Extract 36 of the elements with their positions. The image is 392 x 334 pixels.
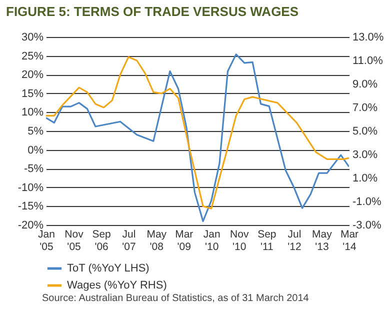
y-tick-label: -5% [24,163,44,176]
y-tick-label: -10% [18,182,44,194]
y2-tick-label: 1.0% [352,172,378,184]
y-tick-label: 10% [21,106,44,119]
y2-tick-label: 7.0% [352,102,378,114]
x-tick-label: Sep '11 [258,228,276,253]
x-tick-label: Mar '09 [175,228,194,253]
y-tick-label: 15% [21,88,44,100]
x-tick-label: Sep '06 [92,228,112,253]
y-tick-label: 20% [21,69,44,82]
x-tick-label: Jul '07 [122,228,136,253]
x-tick-label: Jan '05 [38,228,56,253]
y2-tick-label: -1.0% [352,196,382,208]
y2-tick-label: 5.0% [352,126,378,138]
x-tick-label: May '08 [146,228,168,253]
x-tick-label: Mar '14 [340,228,360,253]
chart-title: FIGURE 5: TERMS OF TRADE VERSUS WAGES [6,4,299,19]
y2-tick-label: 9.0% [352,78,378,90]
x-tick-label: Nov '05 [64,228,84,253]
y2-tick-label: 11.0% [352,55,384,67]
x-tick-label: Jan '10 [203,228,220,253]
y2-tick-label: 3.0% [352,149,378,161]
y2-tick-label: -3.0% [352,220,382,232]
y-tick-label: 25% [21,50,44,62]
x-tick-label: Nov '10 [230,228,250,253]
legend-label: ToT (%YoY LHS) [67,262,150,274]
y-tick-label: -20% [18,220,44,232]
y2-tick-label: 13.0% [352,32,384,44]
y-tick-label: 5% [28,126,44,138]
source-note: Source: Australian Bureau of Statistics, as of 31 March 2014 [42,293,310,304]
y-tick-label: 30% [21,32,44,44]
y-tick-label: -15% [18,200,44,213]
legend-label: Wages (%YoY RHS) [67,280,167,292]
x-tick-label: May '13 [312,228,333,253]
x-tick-label: Jul '12 [288,228,302,253]
y-tick-label: 0% [28,144,44,156]
